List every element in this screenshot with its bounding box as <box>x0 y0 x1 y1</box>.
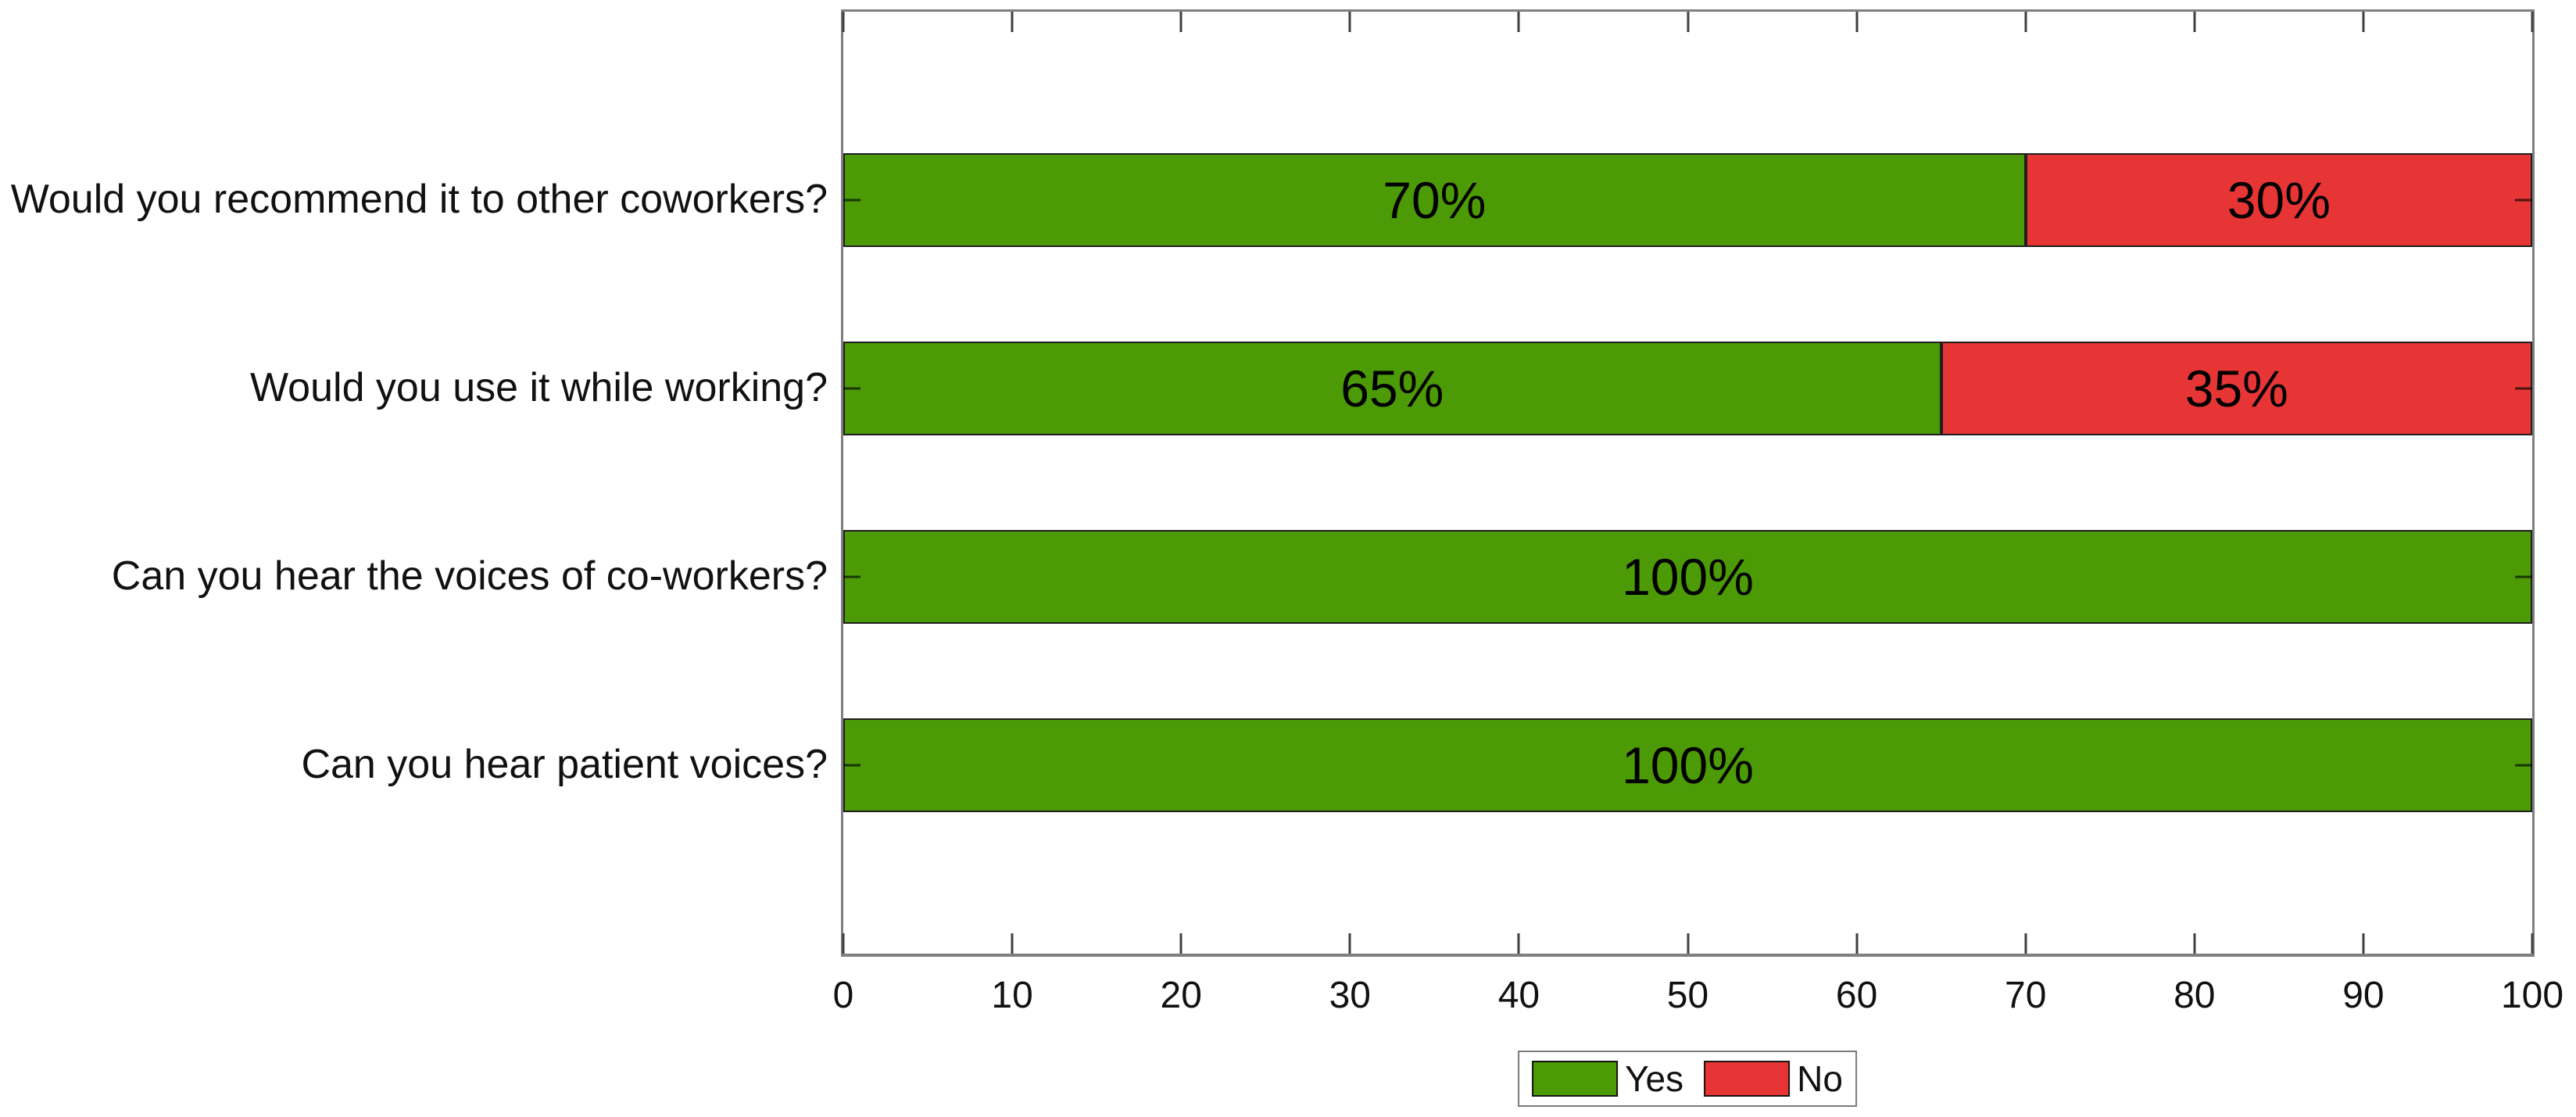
x-tick-top <box>1348 12 1351 32</box>
x-tick-bottom <box>1517 933 1520 954</box>
bar-segment-no-row-1: 30% <box>2025 153 2532 247</box>
x-tick-bottom <box>2024 933 2027 954</box>
y-tick-left <box>843 764 860 767</box>
x-tick-bottom <box>2362 933 2365 954</box>
legend-label-no: No <box>1797 1058 1843 1099</box>
x-tick-bottom <box>2193 933 2196 954</box>
x-tick-top <box>2362 12 2365 32</box>
category-label: Can you hear the voices of co-workers? <box>111 553 828 600</box>
bar-segment-no-row-2: 35% <box>1941 342 2532 435</box>
y-tick-left <box>843 199 860 202</box>
x-tick-top <box>1011 12 1014 32</box>
x-tick-label: 60 <box>1835 975 1878 1016</box>
category-label: Would you use it while working? <box>250 365 828 411</box>
y-tick-right <box>2515 199 2532 202</box>
x-tick-bottom <box>842 933 845 954</box>
x-tick-bottom <box>1855 933 1859 954</box>
x-tick-top <box>2531 12 2534 32</box>
legend-label-yes: Yes <box>1625 1058 1684 1099</box>
x-tick-top <box>1517 12 1520 32</box>
x-tick-label: 50 <box>1666 975 1709 1016</box>
y-tick-right <box>2515 764 2532 767</box>
x-tick-top <box>842 12 845 32</box>
bar-segment-yes-row-1: 70% <box>843 153 2026 247</box>
y-tick-right <box>2515 575 2532 578</box>
bar-segment-yes-row-2: 65% <box>843 342 1941 435</box>
legend-entry-no: No <box>1704 1061 1843 1097</box>
y-tick-left <box>843 387 860 390</box>
bar-value-label: 70% <box>1383 171 1487 229</box>
x-tick-label: 30 <box>1329 975 1371 1016</box>
x-tick-top <box>1179 12 1182 32</box>
legend-swatch-no <box>1704 1061 1791 1097</box>
legend-entry-yes: Yes <box>1532 1061 1683 1097</box>
x-tick-top <box>1687 12 1689 32</box>
x-tick-label: 90 <box>2342 975 2385 1016</box>
bar-value-label: 30% <box>2227 171 2331 229</box>
x-tick-bottom <box>2531 933 2534 954</box>
x-tick-label: 40 <box>1497 975 1540 1016</box>
bar-value-label: 65% <box>1340 360 1444 417</box>
x-tick-label: 20 <box>1160 975 1202 1016</box>
x-tick-label: 10 <box>991 975 1033 1016</box>
x-tick-bottom <box>1011 933 1014 954</box>
x-tick-label: 100 <box>2500 975 2564 1016</box>
x-axis-tick-labels: 0 10 20 30 40 50 60 70 80 90 100 <box>833 975 2563 1022</box>
bar-value-label: 100% <box>1622 736 1754 794</box>
bar-value-label: 35% <box>2184 360 2288 417</box>
bar-segment-yes-row-3: 100% <box>843 530 2532 624</box>
y-tick-left <box>843 575 860 578</box>
y-tick-right <box>2515 387 2532 390</box>
x-tick-bottom <box>1348 933 1351 954</box>
x-tick-label: 80 <box>2174 975 2216 1016</box>
x-tick-label: 0 <box>832 975 854 1016</box>
x-tick-bottom <box>1179 933 1182 954</box>
x-tick-label: 70 <box>2004 975 2047 1016</box>
category-label: Would you recommend it to other coworker… <box>10 177 828 223</box>
x-tick-bottom <box>1687 933 1689 954</box>
category-label: Can you hear patient voices? <box>301 742 828 788</box>
legend: Yes No <box>1518 1051 1857 1107</box>
bar-segment-yes-row-4: 100% <box>843 718 2532 812</box>
plot-area: 70% 30% 65% 35% 100% 100% <box>841 9 2535 957</box>
x-tick-top <box>2193 12 2196 32</box>
x-tick-top <box>2024 12 2027 32</box>
x-tick-top <box>1855 12 1859 32</box>
bar-value-label: 100% <box>1622 548 1754 606</box>
legend-swatch-yes <box>1532 1061 1619 1097</box>
